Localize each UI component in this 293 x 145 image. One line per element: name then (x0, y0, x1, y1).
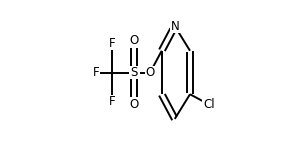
Text: N: N (171, 20, 179, 33)
Text: O: O (130, 98, 139, 111)
Text: Cl: Cl (203, 98, 215, 111)
Text: F: F (109, 37, 116, 50)
Text: O: O (146, 66, 155, 79)
Text: F: F (93, 66, 100, 79)
Text: O: O (130, 34, 139, 47)
Text: F: F (109, 95, 116, 108)
Text: S: S (130, 66, 138, 79)
